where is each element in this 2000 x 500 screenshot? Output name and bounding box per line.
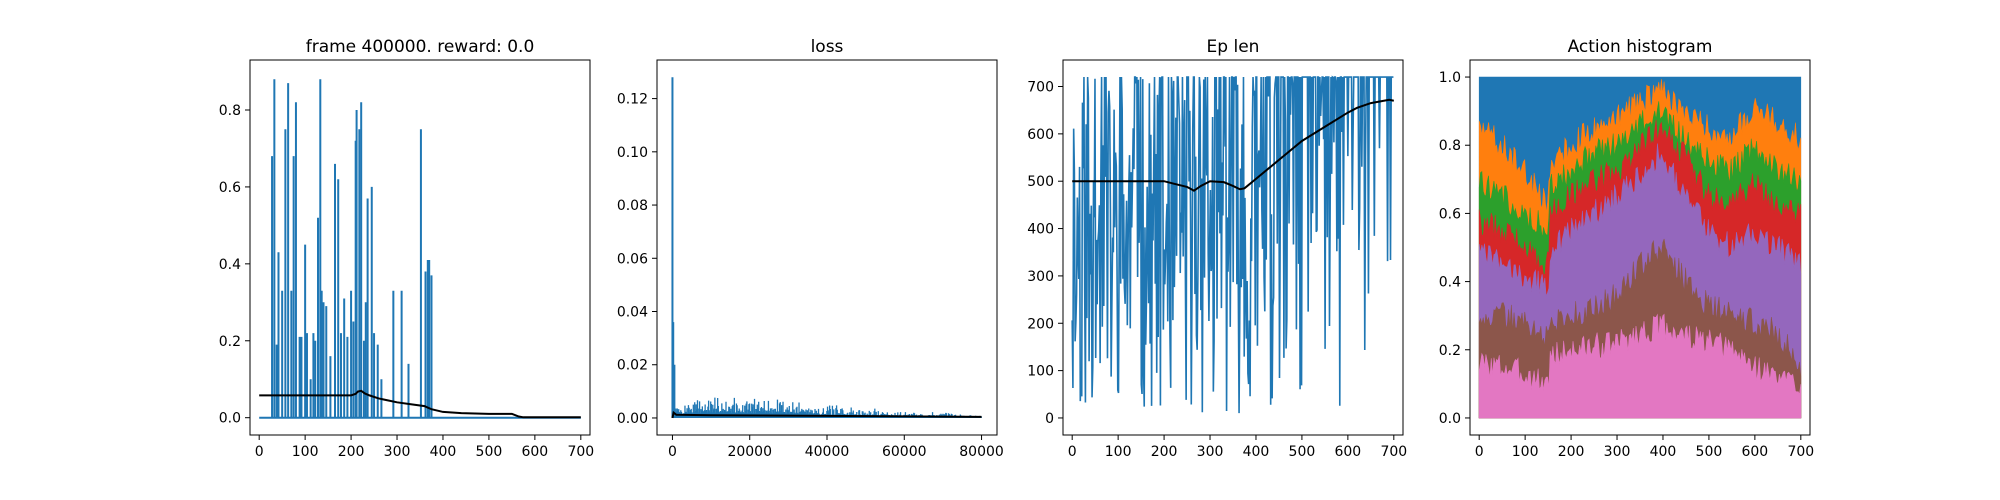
x-tick-label: 100 — [292, 444, 319, 460]
action-6-area — [1478, 313, 1802, 419]
subplot-loss: loss 0 20000 40000 60000 80000 0.00 0.02 0.04 0.… — [617, 37, 1004, 460]
x-tick-label: 200 — [1558, 444, 1585, 460]
x-tick-label: 500 — [1696, 444, 1723, 460]
x-tick-label: 500 — [1289, 444, 1316, 460]
x-tick-label: 400 — [1650, 444, 1677, 460]
y-tick-label: 700 — [1027, 80, 1054, 96]
x-tick-label: 300 — [1604, 444, 1631, 460]
y-tick-label: 0.00 — [617, 411, 648, 427]
x-tick-label: 400 — [1243, 444, 1270, 460]
x-tick-label: 20000 — [727, 444, 772, 460]
y-tick-label: 400 — [1027, 222, 1054, 238]
y-tick-label: 600 — [1027, 127, 1054, 143]
y-tick-label: 200 — [1027, 316, 1054, 332]
y-tick-label: 0.0 — [1439, 411, 1461, 427]
y-tick-label: 0 — [1045, 411, 1054, 427]
subplot-reward: frame 400000. reward: 0.0 0 100 200 300 400 5… — [219, 37, 594, 460]
x-tick-label: 100 — [1105, 444, 1132, 460]
x-tick-label: 100 — [1512, 444, 1539, 460]
loss-moving-average — [671, 410, 982, 419]
x-tick-label: 600 — [521, 444, 548, 460]
x-tick-label: 0 — [1068, 444, 1077, 460]
ep-len-series — [1071, 75, 1394, 414]
plot-area — [1071, 75, 1395, 414]
y-tick-label: 0.08 — [617, 198, 648, 214]
x-tick-label: 300 — [1197, 444, 1224, 460]
x-tick-label: 40000 — [805, 444, 850, 460]
x-tick-label: 60000 — [882, 444, 927, 460]
plot-area — [259, 79, 581, 419]
y-tick-label: 100 — [1027, 364, 1054, 380]
axis-ticks: 0 100 200 300 400 500 600 700 0.0 0.2 0.4 0.6 0.8 — [219, 103, 594, 460]
x-tick-label: 80000 — [959, 444, 1004, 460]
y-tick-label: 0.6 — [1439, 206, 1461, 222]
axes-frame — [249, 59, 591, 436]
subplot-title: Ep len — [1207, 37, 1260, 57]
subplot-ep-len: Ep len 0 100 200 300 400 500 600 700 0 100 200 300 4… — [1027, 37, 1407, 460]
y-tick-label: 0.2 — [219, 334, 241, 350]
axis-ticks: 0 100 200 300 400 500 600 700 0 100 200 300 400 500 60… — [1027, 80, 1407, 460]
subplot-action-histogram: Action histogram 0 100 200 300 400 500 600 7000… — [1439, 37, 1814, 460]
x-tick-label: 700 — [567, 444, 594, 460]
y-tick-label: 0.04 — [617, 305, 648, 321]
y-tick-label: 0.8 — [1439, 138, 1461, 154]
y-tick-label: 0.02 — [617, 358, 648, 374]
subplot-title: frame 400000. reward: 0.0 — [306, 37, 535, 57]
axis-ticks: 0 20000 40000 60000 80000 0.00 0.02 0.04 0.06 0.0… — [617, 92, 1004, 460]
y-tick-label: 0.2 — [1439, 343, 1461, 359]
x-tick-label: 200 — [1151, 444, 1178, 460]
y-tick-label: 0.10 — [617, 145, 648, 161]
x-tick-label: 0 — [1475, 444, 1484, 460]
x-tick-label: 0 — [668, 444, 677, 460]
axes-frame — [1469, 59, 1811, 436]
x-tick-label: 0 — [255, 444, 264, 460]
x-tick-label: 700 — [1787, 444, 1814, 460]
y-tick-label: 0.12 — [617, 92, 648, 108]
x-tick-label: 200 — [338, 444, 365, 460]
x-tick-label: 500 — [476, 444, 503, 460]
subplot-title: loss — [811, 37, 844, 57]
y-tick-label: 0.8 — [219, 103, 241, 119]
plot-area — [671, 77, 982, 419]
x-tick-label: 600 — [1334, 444, 1361, 460]
y-tick-label: 0.0 — [219, 411, 241, 427]
y-tick-label: 0.4 — [219, 257, 241, 273]
y-tick-label: 0.06 — [617, 251, 648, 267]
plot-area — [1478, 76, 1802, 419]
subplot-title: Action histogram — [1568, 37, 1713, 57]
ep-len-moving-average — [1072, 98, 1395, 192]
x-tick-label: 600 — [1741, 444, 1768, 460]
x-tick-label: 300 — [384, 444, 411, 460]
y-tick-label: 0.4 — [1439, 275, 1461, 291]
reward-moving-average — [259, 389, 581, 419]
axis-ticks: 0 100 200 300 400 500 600 700 0.0 0.2 0.4 0.6 0.8 1.0 — [1439, 70, 1814, 460]
y-tick-label: 1.0 — [1439, 70, 1461, 86]
x-tick-label: 700 — [1380, 444, 1407, 460]
y-tick-label: 300 — [1027, 269, 1054, 285]
y-tick-label: 0.6 — [219, 180, 241, 196]
axes-frame — [1062, 59, 1404, 436]
x-tick-label: 400 — [430, 444, 457, 460]
y-tick-label: 500 — [1027, 174, 1054, 190]
